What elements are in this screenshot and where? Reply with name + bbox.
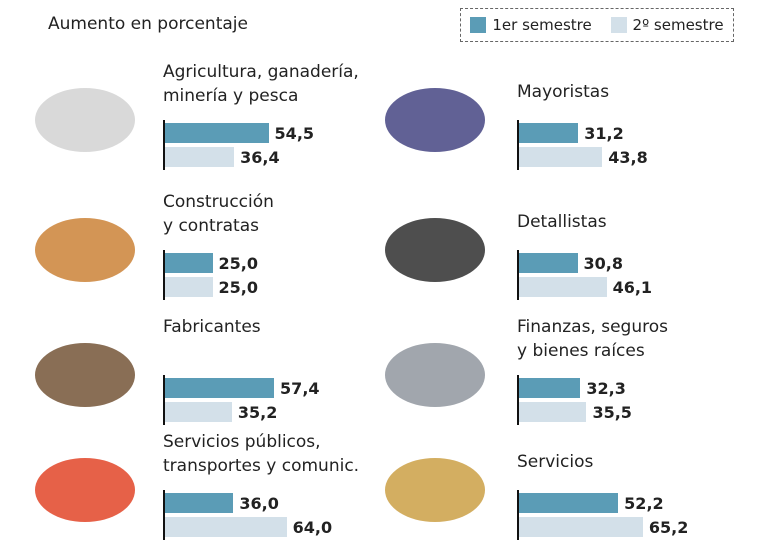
icon <box>370 190 500 305</box>
bar <box>165 493 233 513</box>
bar-group: 54,5 36,4 <box>163 120 314 170</box>
legend-swatch <box>611 17 627 33</box>
panel: Finanzas, seguros y bienes raíces 32,3 35,… <box>370 315 750 440</box>
value-label: 52,2 <box>624 494 663 513</box>
bar-row: 25,0 <box>165 252 258 274</box>
value-label: 25,0 <box>219 254 258 273</box>
icon <box>20 315 150 430</box>
bar <box>165 253 213 273</box>
value-label: 25,0 <box>219 278 258 297</box>
bar <box>519 123 578 143</box>
icon <box>370 315 500 430</box>
bar-row: 65,2 <box>519 516 688 538</box>
infographic: Aumento en porcentaje 1er semestre 2º sem… <box>0 0 771 557</box>
category-label: Mayoristas <box>517 80 609 104</box>
bar-row: 25,0 <box>165 276 258 298</box>
legend-item: 2º semestre <box>611 16 724 34</box>
value-label: 31,2 <box>584 124 623 143</box>
bar-row: 36,0 <box>165 492 332 514</box>
icon <box>20 430 150 545</box>
panel: Construcción y contratas 25,0 25,0 <box>20 190 400 315</box>
bar-row: 35,2 <box>165 401 320 423</box>
category-label: Construcción y contratas <box>163 190 274 238</box>
icon-shape <box>35 343 135 407</box>
value-label: 30,8 <box>584 254 623 273</box>
bar <box>519 493 618 513</box>
bar-group: 30,8 46,1 <box>517 250 652 300</box>
value-label: 54,5 <box>275 124 314 143</box>
icon <box>370 430 500 545</box>
icon-shape <box>35 88 135 152</box>
value-label: 64,0 <box>293 518 332 537</box>
value-label: 36,4 <box>240 148 279 167</box>
bar-group: 36,0 64,0 <box>163 490 332 540</box>
value-label: 46,1 <box>613 278 652 297</box>
icon-shape <box>385 88 485 152</box>
legend-label: 1er semestre <box>492 16 591 34</box>
panel: Agricultura, ganadería, minería y pesca 5… <box>20 60 400 185</box>
icon <box>20 60 150 175</box>
icon-shape <box>385 218 485 282</box>
category-label: Agricultura, ganadería, minería y pesca <box>163 60 359 108</box>
legend-item: 1er semestre <box>470 16 591 34</box>
icon-shape <box>35 458 135 522</box>
value-label: 57,4 <box>280 379 319 398</box>
bar-group: 52,2 65,2 <box>517 490 688 540</box>
category-label: Servicios públicos, transportes y comuni… <box>163 430 359 478</box>
value-label: 43,8 <box>608 148 647 167</box>
bar-group: 25,0 25,0 <box>163 250 258 300</box>
bar <box>165 517 287 537</box>
value-label: 35,2 <box>238 403 277 422</box>
legend-label: 2º semestre <box>633 16 724 34</box>
bar-row: 31,2 <box>519 122 648 144</box>
category-label: Fabricantes <box>163 315 261 339</box>
value-label: 65,2 <box>649 518 688 537</box>
category-label: Finanzas, seguros y bienes raíces <box>517 315 668 363</box>
bar-row: 54,5 <box>165 122 314 144</box>
bar-group: 31,2 43,8 <box>517 120 648 170</box>
value-label: 35,5 <box>592 403 631 422</box>
panel: Mayoristas 31,2 43,8 <box>370 60 750 185</box>
panel: Servicios públicos, transportes y comuni… <box>20 430 400 555</box>
panel: Detallistas 30,8 46,1 <box>370 190 750 315</box>
value-label: 36,0 <box>239 494 278 513</box>
bar <box>519 378 580 398</box>
bar <box>519 277 607 297</box>
value-label: 32,3 <box>586 379 625 398</box>
bar-row: 43,8 <box>519 146 648 168</box>
bar-group: 32,3 35,5 <box>517 375 632 425</box>
bar-row: 46,1 <box>519 276 652 298</box>
bar <box>519 253 578 273</box>
icon <box>20 190 150 305</box>
bar <box>165 123 269 143</box>
bar-row: 30,8 <box>519 252 652 274</box>
icon <box>370 60 500 175</box>
bar <box>165 378 274 398</box>
bar-row: 64,0 <box>165 516 332 538</box>
icon-shape <box>35 218 135 282</box>
bar-row: 35,5 <box>519 401 632 423</box>
chart-title: Aumento en porcentaje <box>48 14 248 34</box>
bar <box>165 147 234 167</box>
icon-shape <box>385 458 485 522</box>
bar <box>165 277 213 297</box>
icon-shape <box>385 343 485 407</box>
legend-swatch <box>470 17 486 33</box>
bar-row: 57,4 <box>165 377 320 399</box>
bar <box>519 402 586 422</box>
bar <box>165 402 232 422</box>
bar <box>519 147 602 167</box>
category-label: Servicios <box>517 450 593 474</box>
bar-row: 52,2 <box>519 492 688 514</box>
bar <box>519 517 643 537</box>
category-label: Detallistas <box>517 210 607 234</box>
bar-row: 32,3 <box>519 377 632 399</box>
bar-row: 36,4 <box>165 146 314 168</box>
legend: 1er semestre 2º semestre <box>460 8 734 42</box>
panel: Servicios 52,2 65,2 <box>370 430 750 555</box>
